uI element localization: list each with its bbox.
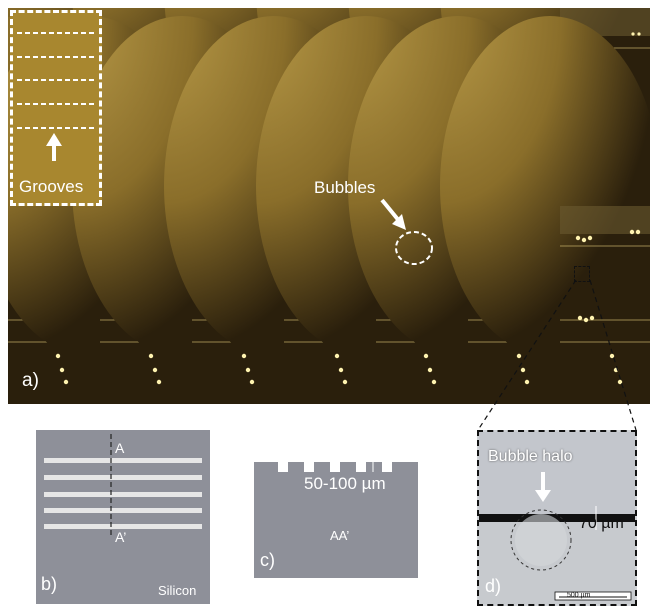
groove-stripe — [44, 492, 202, 497]
bubble-dot — [148, 353, 154, 359]
section-label-top: A — [115, 440, 125, 456]
bubble-dot — [629, 229, 635, 235]
panel-a-letter: a) — [22, 370, 39, 391]
timelapse-frames — [8, 8, 650, 404]
bubble-circle — [395, 231, 433, 265]
bubble-dot — [587, 235, 593, 241]
bubble-dot — [245, 367, 251, 373]
gap-label: 70 µm — [579, 515, 624, 532]
bubble-dot — [577, 315, 583, 321]
scale-bar — [554, 591, 632, 601]
grooves-label: Grooves — [19, 177, 84, 196]
bubble-dot — [423, 353, 429, 359]
bubbles-label: Bubbles — [314, 178, 376, 197]
bubble-dot — [575, 235, 581, 241]
groove-stripe — [44, 475, 202, 480]
bubble-dot — [520, 367, 526, 373]
zoom-marker — [574, 266, 590, 282]
bubble-dot — [516, 353, 522, 359]
bubble-dot — [635, 229, 641, 235]
bubble-dot — [583, 317, 589, 323]
section-label-bottom: A’ — [115, 529, 127, 545]
grooves-inset: Grooves — [10, 10, 102, 206]
panel-c-letter: c) — [260, 550, 275, 570]
panel-d-letter: d) — [485, 576, 502, 596]
timelapse-panel: Grooves Bubbles a) — [8, 8, 650, 404]
groove-depth-label: 50-100 µm — [304, 474, 386, 493]
panel-b-letter: b) — [41, 574, 58, 594]
bubble-dot — [334, 353, 340, 359]
top-view-diagram — [44, 434, 202, 538]
scale-bar-label: 500 µm — [567, 592, 591, 599]
material-label: Silicon — [158, 583, 197, 598]
groove-stripe — [44, 524, 202, 529]
bubble-dot — [431, 379, 437, 385]
microscope-image — [479, 432, 635, 604]
bubble-dot — [589, 315, 595, 321]
bubble-dot — [241, 353, 247, 359]
bubble-dot — [613, 367, 619, 373]
bubble-dot — [581, 237, 587, 243]
bubble-dot — [55, 353, 61, 359]
bubble-dot — [617, 379, 623, 385]
panel-c: 50-100 µm AA’ c) — [254, 462, 418, 578]
bubble-dot — [524, 379, 530, 385]
bubble-halo-ring — [510, 509, 572, 571]
bubble-dot — [156, 379, 162, 385]
bubble-dot — [59, 367, 65, 373]
halo-label: Bubble halo — [488, 448, 573, 465]
bubble-dot — [249, 379, 255, 385]
bubble-dot — [63, 379, 69, 385]
groove-dashes — [17, 32, 97, 161]
bubble-dot — [609, 353, 615, 359]
bubble-dot — [152, 367, 158, 373]
bubble-dot — [342, 379, 348, 385]
bubble-dot — [338, 367, 344, 373]
panel-b: A A’ b) Silicon — [36, 430, 210, 604]
section-label: AA’ — [330, 528, 350, 543]
bubble-dot — [631, 32, 635, 36]
bubble-dot — [427, 367, 433, 373]
groove-stripe — [44, 458, 202, 463]
groove-dark-band — [479, 514, 635, 522]
groove-stripe — [44, 508, 202, 513]
panel-d: Bubble halo 70 µm d) 500 µm — [477, 430, 637, 606]
cross-section-diagram — [254, 462, 418, 578]
bubble-dot — [637, 32, 641, 36]
bubbles-arrow — [380, 198, 433, 265]
